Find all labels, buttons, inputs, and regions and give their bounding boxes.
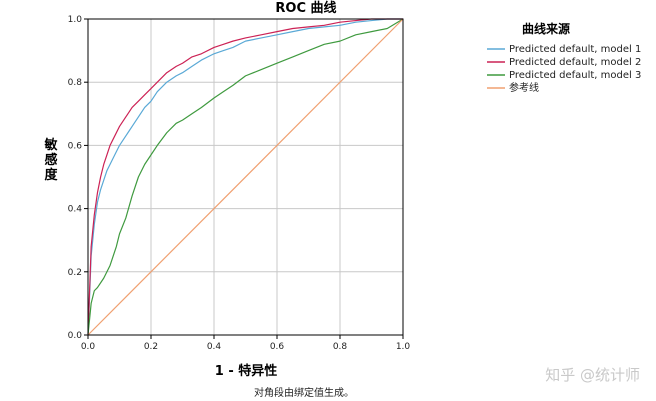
legend-label: Predicted default, model 2	[509, 57, 641, 68]
series-line-1	[87, 18, 403, 336]
x-tick-label: 0.4	[207, 342, 222, 352]
x-axis-ticks: 0.0 0.2 0.4 0.6 0.8 1.0	[81, 335, 411, 352]
y-axis-ticks: 0.0 0.2 0.4 0.6 0.8 1.0	[68, 15, 88, 341]
y-tick-label: 1.0	[68, 15, 83, 25]
y-tick-label: 0.4	[68, 205, 83, 215]
series-line-3	[87, 18, 404, 336]
x-tick-label: 1.0	[396, 342, 411, 352]
watermark: 知乎 @统计师	[545, 366, 640, 384]
series-lines	[87, 18, 404, 336]
y-tick-label: 0.0	[68, 331, 83, 341]
y-tick-label: 0.6	[68, 141, 83, 151]
series-line-4	[87, 18, 404, 336]
plot-frame	[87, 18, 404, 336]
x-tick-label: 0.6	[270, 342, 285, 352]
y-tick-label: 0.2	[68, 268, 82, 278]
legend-label: Predicted default, model 3	[509, 70, 641, 81]
legend-title: 曲线来源	[522, 21, 570, 36]
x-axis-title: 1 - 特异性	[215, 363, 278, 379]
legend-label: 参考线	[509, 81, 539, 94]
footnote: 对角段由绑定值生成。	[254, 386, 354, 399]
x-tick-label: 0.2	[144, 342, 158, 352]
series-line-2	[87, 18, 403, 336]
y-tick-label: 0.8	[68, 78, 83, 88]
x-tick-label: 0.0	[81, 342, 96, 352]
chart-title: ROC 曲线	[275, 0, 336, 16]
x-tick-label: 0.8	[333, 342, 348, 352]
legend-label: Predicted default, model 1	[509, 44, 641, 55]
legend: Predicted default, model 1 Predicted defa…	[487, 44, 641, 94]
y-axis-title: 敏感度	[43, 137, 58, 183]
